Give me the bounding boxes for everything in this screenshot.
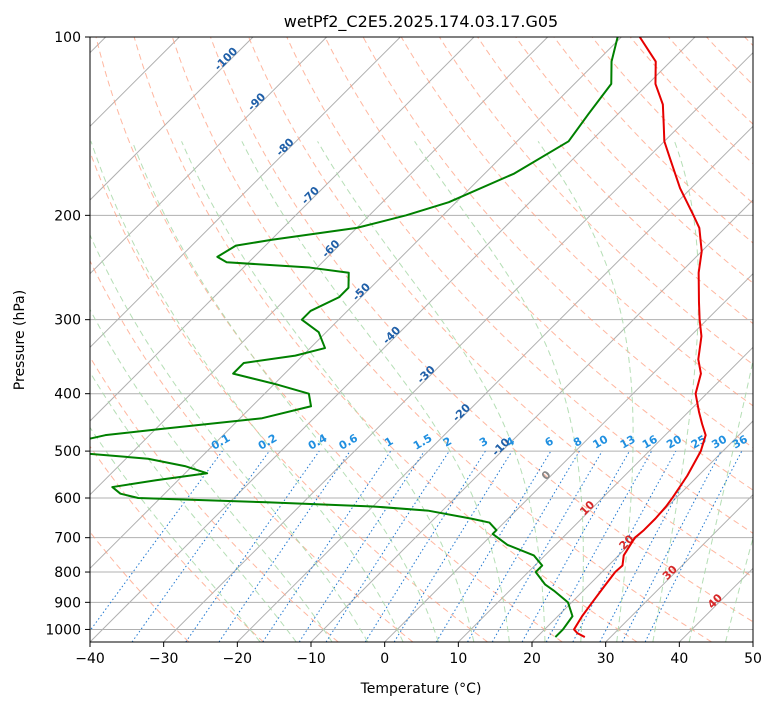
isotherm-line bbox=[90, 37, 328, 275]
isotherm-line bbox=[90, 37, 254, 201]
isotherm-line bbox=[90, 37, 622, 570]
moist-adiabat bbox=[725, 536, 753, 642]
y-tick-label: 400 bbox=[54, 387, 81, 403]
x-tick-label: 40 bbox=[670, 651, 688, 667]
y-tick-label: 1000 bbox=[45, 622, 81, 638]
isotherm-line bbox=[90, 37, 401, 349]
moist-adiabat bbox=[241, 141, 510, 642]
moist-adiabat bbox=[688, 358, 753, 642]
isotherm-line bbox=[90, 37, 549, 496]
x-tick-label: −40 bbox=[75, 651, 105, 667]
mixing-ratio-line bbox=[393, 450, 513, 642]
dry-adiabat bbox=[324, 37, 753, 491]
y-tick-label: 300 bbox=[54, 313, 81, 329]
mixing-ratio-line bbox=[325, 450, 450, 642]
dry-adiabat bbox=[210, 37, 753, 623]
moist-adiabat bbox=[181, 141, 475, 642]
profile-series bbox=[90, 37, 707, 638]
mixing-ratio-line bbox=[644, 450, 743, 642]
mixing-ratio-lines bbox=[90, 450, 743, 642]
dry-adiabats bbox=[90, 37, 753, 642]
mixing-ratio-line bbox=[90, 450, 223, 632]
y-axis-ticks: 100 200 300 400 500 600 700 800 900 1000 bbox=[45, 30, 90, 638]
moist-adiabat bbox=[317, 141, 546, 642]
x-axis-ticks: −40 −30 −20 −10 0 10 20 30 40 50 bbox=[75, 642, 762, 667]
temperature-profile-line bbox=[573, 37, 707, 638]
dry-adiabat bbox=[248, 37, 753, 578]
x-tick-label: 0 bbox=[380, 651, 389, 667]
mixing-ratio-line bbox=[218, 450, 351, 642]
y-axis-label: Pressure (hPa) bbox=[12, 290, 28, 390]
moist-adiabat bbox=[652, 141, 700, 642]
x-tick-label: 20 bbox=[523, 651, 541, 667]
dry-adiabat bbox=[90, 259, 414, 642]
x-tick-label: 50 bbox=[744, 651, 762, 667]
moist-adiabat bbox=[90, 141, 404, 642]
isotherm-line bbox=[384, 272, 753, 642]
moist-adiabats bbox=[90, 141, 753, 642]
isotherm-line bbox=[236, 125, 753, 642]
moist-adiabat bbox=[414, 141, 584, 642]
moist-adiabat bbox=[537, 141, 634, 642]
pressure-gridlines bbox=[90, 37, 753, 630]
mixing-ratio-line bbox=[185, 450, 320, 642]
dry-adiabat bbox=[90, 150, 488, 642]
x-tick-label: −20 bbox=[223, 651, 253, 667]
y-tick-label: 100 bbox=[54, 30, 81, 46]
isotherm-line bbox=[90, 37, 475, 422]
y-tick-label: 500 bbox=[54, 444, 81, 460]
x-tick-label: −30 bbox=[149, 651, 179, 667]
mixing-ratio-line bbox=[521, 450, 630, 642]
mixing-ratio-line bbox=[262, 450, 392, 642]
isotherm-line bbox=[457, 346, 753, 642]
x-tick-label: 30 bbox=[597, 651, 615, 667]
dry-adiabat bbox=[553, 37, 753, 244]
chart-title: wetPf2_C2E5.2025.174.03.17.G05 bbox=[284, 12, 558, 32]
y-tick-label: 800 bbox=[54, 565, 81, 581]
plot-frame bbox=[89, 36, 754, 643]
mixing-ratio-line bbox=[545, 450, 653, 642]
isotherm-line bbox=[605, 493, 753, 642]
x-axis-label: Temperature (°C) bbox=[360, 681, 482, 697]
dry-adiabat bbox=[133, 37, 638, 642]
dry-adiabat bbox=[171, 37, 712, 642]
isotherm-line bbox=[163, 51, 753, 642]
moist-adiabat bbox=[90, 426, 261, 642]
mixing-ratio-line bbox=[572, 450, 677, 642]
y-tick-label: 200 bbox=[54, 208, 81, 224]
y-tick-label: 600 bbox=[54, 491, 81, 507]
moist-adiabat bbox=[90, 371, 297, 642]
moist-adiabat bbox=[90, 308, 333, 642]
mixing-ratio-line bbox=[131, 450, 270, 642]
x-tick-label: 10 bbox=[449, 651, 467, 667]
dry-adiabat bbox=[286, 37, 753, 534]
dry-adiabat bbox=[439, 37, 753, 366]
mixing-ratio-line bbox=[298, 450, 425, 642]
dry-adiabat bbox=[362, 37, 753, 449]
dewpoint-profile-line bbox=[90, 37, 619, 638]
y-tick-label: 900 bbox=[54, 595, 81, 611]
y-tick-label: 700 bbox=[54, 531, 81, 547]
x-tick-label: −10 bbox=[296, 651, 326, 667]
moist-adiabat bbox=[131, 141, 439, 642]
dry-adiabat bbox=[400, 37, 753, 407]
dry-adiabat bbox=[515, 37, 753, 284]
dry-adiabat bbox=[90, 445, 264, 642]
dry-adiabat bbox=[629, 37, 753, 165]
isotherm-line bbox=[90, 37, 696, 642]
